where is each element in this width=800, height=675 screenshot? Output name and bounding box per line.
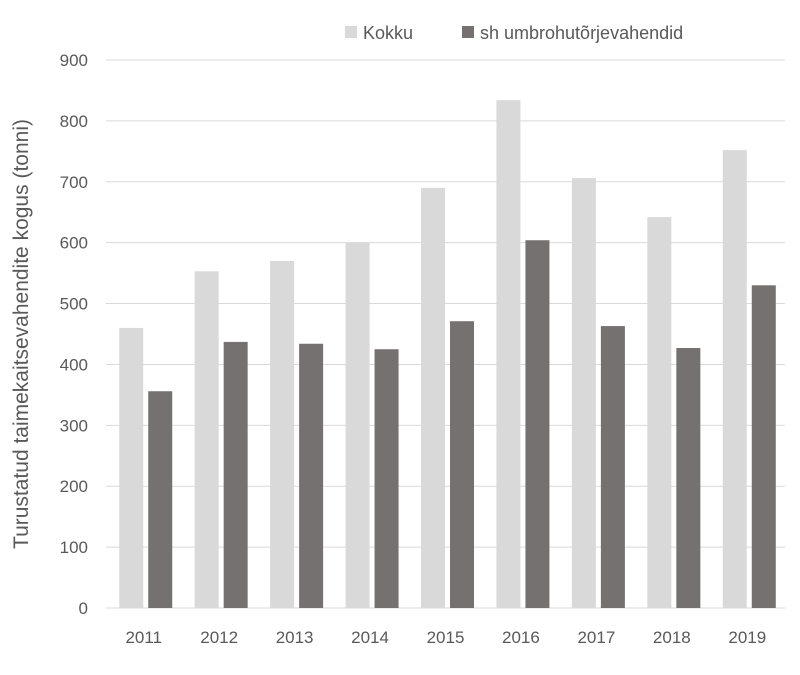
x-tick-label: 2013 [276, 628, 314, 647]
bar-kokku-2014 [345, 242, 370, 608]
y-tick-label: 100 [60, 538, 88, 557]
legend: Kokku sh umbrohutõrjevahendid [345, 23, 683, 43]
bar-kokku-2019 [722, 150, 747, 609]
x-tick-label: 2019 [728, 628, 766, 647]
y-tick-label: 300 [60, 416, 88, 435]
y-tick-labels: 0 100 200 300 400 500 600 700 800 900 [60, 51, 88, 618]
x-tick-label: 2016 [502, 628, 540, 647]
bar-kokku-2016 [496, 100, 521, 608]
y-tick-label: 400 [60, 355, 88, 374]
x-tick-label: 2011 [125, 628, 162, 647]
bar-umbrohutorjevahendid-2013 [299, 343, 324, 608]
bar-umbrohutorjevahendid-2011 [148, 391, 173, 608]
bar-kokku-2018 [647, 217, 672, 609]
y-tick-label: 200 [60, 477, 88, 496]
y-tick-label: 600 [60, 234, 88, 253]
bar-umbrohutorjevahendid-2018 [676, 348, 701, 608]
x-tick-label: 2015 [427, 628, 465, 647]
y-tick-label: 800 [60, 112, 88, 131]
bar-umbrohutorjevahendid-2016 [525, 240, 550, 608]
x-tick-labels: 2011 2012 2013 2014 2015 2016 2017 2018 2019 [125, 628, 766, 647]
y-axis-title: Turustatud taimekaitsevahendite kogus (t… [10, 119, 33, 549]
bars [119, 100, 776, 609]
legend-swatch-kokku [345, 26, 357, 38]
bar-umbrohutorjevahendid-2014 [374, 349, 399, 608]
y-tick-label: 500 [60, 295, 88, 314]
bar-umbrohutorjevahendid-2019 [751, 285, 776, 608]
bar-umbrohutorjevahendid-2012 [223, 341, 248, 608]
y-tick-label: 0 [79, 599, 88, 618]
x-tick-label: 2017 [577, 628, 615, 647]
gridlines [106, 59, 785, 609]
bar-umbrohutorjevahendid-2015 [450, 321, 474, 608]
legend-label-umbrohutorjevahendid: sh umbrohutõrjevahendid [480, 23, 683, 43]
bar-kokku-2013 [270, 260, 295, 608]
x-tick-label: 2012 [200, 628, 238, 647]
y-tick-label: 700 [60, 173, 88, 192]
x-tick-label: 2014 [351, 628, 389, 647]
bar-kokku-2015 [421, 187, 445, 608]
legend-label-kokku: Kokku [363, 23, 413, 43]
y-tick-label: 900 [60, 51, 88, 70]
legend-swatch-umbrohutorjevahendid [462, 26, 474, 38]
x-tick-label: 2018 [653, 628, 691, 647]
bar-umbrohutorjevahendid-2017 [600, 326, 625, 608]
bar-kokku-2011 [119, 327, 144, 608]
bar-kokku-2012 [194, 271, 219, 608]
bar-kokku-2017 [571, 178, 596, 608]
